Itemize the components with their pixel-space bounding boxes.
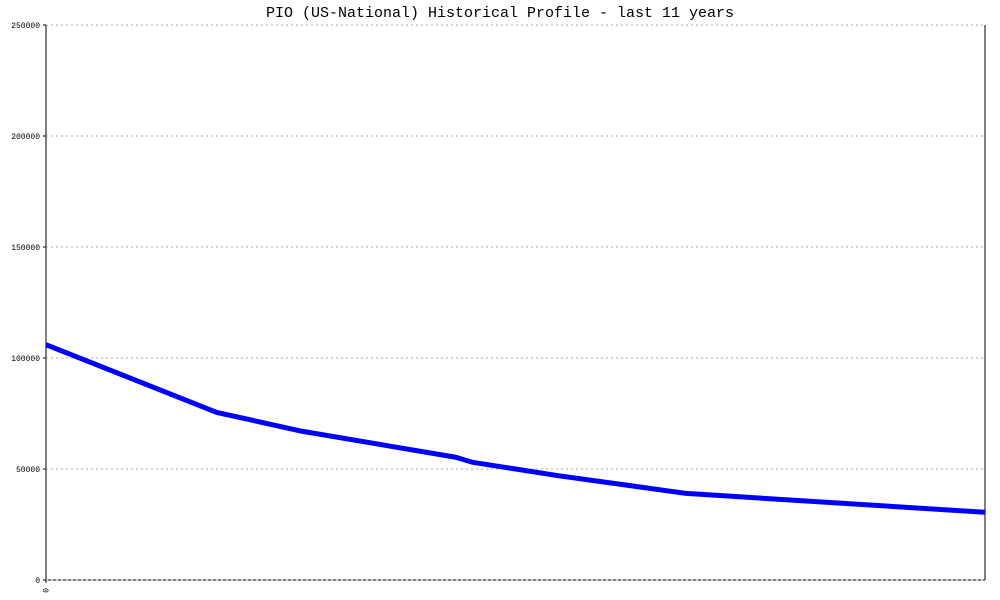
y-tick-label: 50000	[16, 466, 40, 475]
y-tick-label: 200000	[11, 133, 40, 142]
y-tick-label: 150000	[11, 244, 40, 253]
chart-title: PIO (US-National) Historical Profile - l…	[266, 5, 734, 22]
y-tick-label: 100000	[11, 355, 40, 364]
y-tick-label: 250000	[11, 22, 40, 31]
y-tick-label: 0	[35, 577, 40, 586]
series-line	[45, 342, 986, 515]
x-tick-label: 0	[40, 588, 49, 593]
